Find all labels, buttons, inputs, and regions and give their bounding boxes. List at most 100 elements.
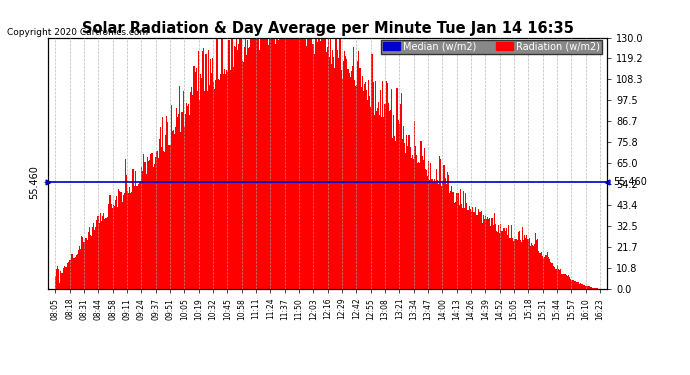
Bar <box>590 287 591 289</box>
Bar <box>376 111 377 289</box>
Bar <box>206 91 208 289</box>
Text: Copyright 2020 Cartronics.com: Copyright 2020 Cartronics.com <box>7 28 148 37</box>
Bar <box>577 282 578 289</box>
Bar <box>238 44 239 289</box>
Bar <box>259 50 260 289</box>
Bar <box>164 152 165 289</box>
Bar <box>170 105 172 289</box>
Bar <box>596 288 598 289</box>
Bar <box>155 157 157 289</box>
Bar <box>104 219 105 289</box>
Bar <box>235 47 236 289</box>
Bar <box>527 239 529 289</box>
Bar <box>441 186 442 289</box>
Bar <box>153 167 155 289</box>
Bar <box>368 80 369 289</box>
Bar <box>305 38 306 289</box>
Bar <box>230 38 232 289</box>
Bar <box>375 81 376 289</box>
Bar <box>197 91 198 289</box>
Bar <box>525 238 526 289</box>
Bar <box>359 68 360 289</box>
Bar <box>584 285 585 289</box>
Bar <box>309 38 310 289</box>
Bar <box>81 236 82 289</box>
Bar <box>283 38 284 289</box>
Bar <box>467 210 469 289</box>
Bar <box>154 164 155 289</box>
Bar <box>86 240 88 289</box>
Bar <box>249 47 250 289</box>
Bar <box>462 208 463 289</box>
Bar <box>583 285 584 289</box>
Bar <box>461 204 462 289</box>
Bar <box>271 38 272 289</box>
Bar <box>465 193 466 289</box>
Bar <box>519 231 520 289</box>
Bar <box>201 78 202 289</box>
Bar <box>436 170 437 289</box>
Bar <box>310 38 311 289</box>
Bar <box>92 227 93 289</box>
Bar <box>253 38 255 289</box>
Bar <box>365 82 366 289</box>
Bar <box>422 156 423 289</box>
Bar <box>149 160 150 289</box>
Bar <box>413 159 414 289</box>
Bar <box>438 184 439 289</box>
Bar <box>364 84 365 289</box>
Bar <box>449 194 450 289</box>
Bar <box>580 283 581 289</box>
Bar <box>141 167 142 289</box>
Bar <box>142 171 144 289</box>
Bar <box>70 260 71 289</box>
Bar <box>399 124 400 289</box>
Bar <box>451 186 452 289</box>
Bar <box>352 66 353 289</box>
Bar <box>437 180 438 289</box>
Bar <box>427 176 428 289</box>
Bar <box>373 115 375 289</box>
Bar <box>247 40 248 289</box>
Bar <box>138 184 139 289</box>
Bar <box>367 100 368 289</box>
Bar <box>524 236 525 289</box>
Bar <box>101 222 102 289</box>
Bar <box>417 163 418 289</box>
Bar <box>477 215 478 289</box>
Bar <box>303 38 304 289</box>
Bar <box>530 246 531 289</box>
Bar <box>512 238 513 289</box>
Bar <box>498 225 499 289</box>
Bar <box>497 232 498 289</box>
Bar <box>501 231 502 289</box>
Bar <box>159 127 161 289</box>
Bar <box>371 54 373 289</box>
Bar <box>332 50 333 289</box>
Bar <box>572 280 573 289</box>
Bar <box>94 230 95 289</box>
Bar <box>56 269 57 289</box>
Bar <box>348 73 350 289</box>
Bar <box>500 224 502 289</box>
Bar <box>140 181 141 289</box>
Bar <box>306 46 307 289</box>
Bar <box>402 139 403 289</box>
Bar <box>457 193 459 289</box>
Bar <box>117 207 118 289</box>
Bar <box>504 231 506 289</box>
Bar <box>351 71 352 289</box>
Bar <box>261 38 262 289</box>
Bar <box>331 64 332 289</box>
Bar <box>102 216 103 289</box>
Bar <box>88 232 89 289</box>
Bar <box>484 219 485 289</box>
Bar <box>575 282 577 289</box>
Bar <box>379 114 380 289</box>
Bar <box>571 280 572 289</box>
Bar <box>510 238 511 289</box>
Bar <box>269 38 270 289</box>
Bar <box>58 269 59 289</box>
Bar <box>133 186 135 289</box>
Bar <box>407 146 408 289</box>
